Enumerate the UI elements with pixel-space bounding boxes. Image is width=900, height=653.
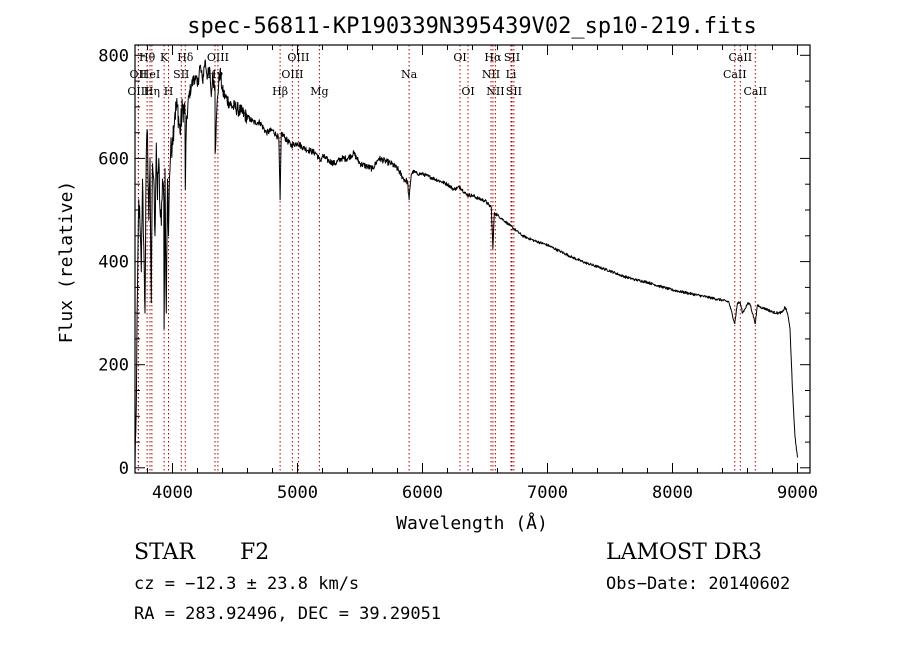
- y-tick-label: 800: [98, 46, 129, 66]
- line-markers: [137, 45, 756, 473]
- line-label: CaII: [728, 51, 752, 64]
- object-class: STAR: [134, 540, 195, 565]
- line-label: SII: [506, 85, 522, 98]
- line-marker-labels: Hθ OII OIII HeI Hη K SII H Hδ OIII Hγ OIII OIII Hβ Mg N…: [127, 51, 767, 98]
- y-tick-label: 0: [119, 459, 129, 479]
- line-label: Hη: [144, 85, 160, 98]
- axis-ticks: [135, 45, 810, 473]
- line-label: Mg: [310, 85, 328, 98]
- line-label: OIII: [281, 68, 303, 81]
- redshift-readout: cz = −12.3 ± 23.8 km/s: [134, 574, 360, 594]
- line-label: HeI: [140, 68, 160, 81]
- y-axis-label: Flux (relative): [56, 181, 77, 344]
- line-label: CaII: [743, 85, 767, 98]
- survey-name: LAMOST DR3: [606, 540, 762, 565]
- line-label: Hγ: [207, 68, 224, 81]
- line-label: Hθ: [139, 51, 156, 64]
- line-label: H: [164, 85, 174, 98]
- line-label: OI: [461, 85, 474, 98]
- line-label: Li: [506, 68, 517, 81]
- spectrum-series: [134, 59, 798, 466]
- y-tick-label: 200: [98, 356, 129, 376]
- line-label: Hβ: [272, 85, 288, 98]
- object-subclass: F2: [240, 540, 270, 565]
- y-tick-label: 400: [98, 253, 129, 273]
- line-label: SII: [173, 68, 189, 81]
- line-label: OIII: [287, 51, 309, 64]
- coordinates-readout: RA = 283.92496, DEC = 39.29051: [134, 604, 442, 624]
- line-label: CaII: [723, 68, 747, 81]
- line-label: OIII: [207, 51, 229, 64]
- chart-title: spec-56811-KP190339N395439V02_sp10-219.f…: [187, 14, 757, 39]
- line-label: SII: [504, 51, 520, 64]
- line-label: K: [160, 51, 169, 64]
- x-tick-label: 6000: [402, 483, 443, 503]
- spectrum-line: [134, 59, 798, 466]
- line-label: OIII: [127, 85, 149, 98]
- x-tick-label: 5000: [277, 483, 318, 503]
- line-label: OII: [130, 68, 148, 81]
- line-label: OI: [453, 51, 466, 64]
- line-label: NII: [486, 85, 504, 98]
- line-label: Hδ: [177, 51, 194, 64]
- x-tick-label: 4000: [152, 483, 193, 503]
- observation-date: Obs−Date: 20140602: [606, 574, 791, 594]
- line-label: Na: [401, 68, 418, 81]
- axis-tick-labels: 4000 5000 6000 7000 8000 9000 0 200 400 600 800: [98, 46, 818, 503]
- y-tick-label: 600: [98, 149, 129, 169]
- x-tick-label: 9000: [777, 483, 818, 503]
- line-label: NII: [482, 68, 500, 81]
- x-axis-label: Wavelength (Å): [396, 512, 548, 534]
- line-label: Hα: [484, 51, 502, 64]
- x-tick-label: 7000: [527, 483, 568, 503]
- x-tick-label: 8000: [652, 483, 693, 503]
